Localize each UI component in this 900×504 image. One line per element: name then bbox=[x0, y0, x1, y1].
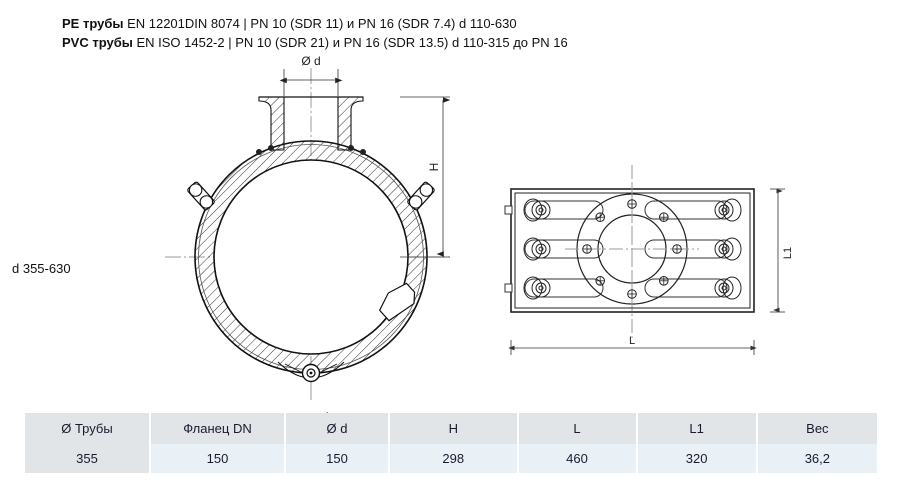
svg-text:H: H bbox=[427, 163, 441, 172]
svg-text:Ø d: Ø d bbox=[301, 54, 320, 68]
svg-text:d 355-630: d 355-630 bbox=[12, 261, 71, 276]
